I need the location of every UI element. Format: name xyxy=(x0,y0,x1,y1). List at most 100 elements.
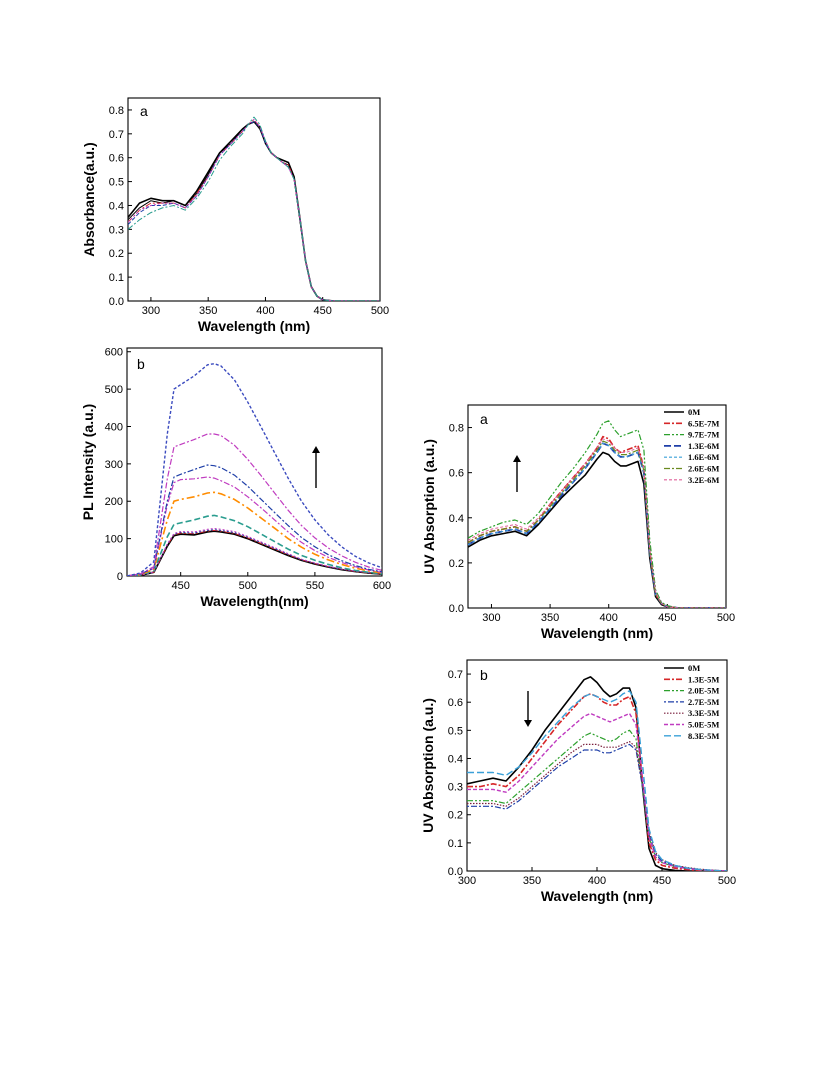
plot-frame xyxy=(127,97,381,302)
x-tick-label: 450 xyxy=(314,305,332,317)
series-line-5 xyxy=(127,514,382,576)
y-tick-label: 0.2 xyxy=(448,810,463,822)
series-line-7 xyxy=(467,690,727,871)
x-tick-label: 600 xyxy=(373,580,391,592)
series-line-4 xyxy=(467,743,727,871)
legend-label: 3.2E-6M xyxy=(688,475,719,485)
x-tick-label: 400 xyxy=(256,305,274,317)
y-tick-label: 0.2 xyxy=(109,248,124,260)
series-line-3 xyxy=(468,420,726,608)
chart-uv_b: 300 350 400 450 500 0.0 0.1 0.2 0.3 0.4 0.5 0.6 0.7 W… xyxy=(420,659,736,904)
y-tick-label: 0.6 xyxy=(448,697,463,709)
series-line-3 xyxy=(467,729,727,871)
legend: 0M6.5E-7M 9.7E-7M1.3E-6M1.6E-6M 2.6E-6M3.2… xyxy=(664,407,719,485)
y-tick-label: 600 xyxy=(105,347,123,359)
y-tick-label: 0.0 xyxy=(448,866,463,878)
series-line-6 xyxy=(128,116,380,301)
y-tick-label: 100 xyxy=(105,534,123,546)
series-line-5 xyxy=(467,740,727,871)
y-axis-title: UV Absorption (a.u.) xyxy=(420,698,436,833)
legend-label: 9.7E-7M xyxy=(688,430,719,440)
y-tick-label: 0.3 xyxy=(448,782,463,794)
chart-abs: 300 350 400 450 500 0.0 0.1 0.2 0.3 0.4 0.5 0.6 0.7 0… xyxy=(81,97,389,334)
series-line-7 xyxy=(127,476,382,576)
series-group xyxy=(467,676,727,871)
y-axis-title: PL Intensity (a.u.) xyxy=(80,404,96,520)
series-group xyxy=(127,363,382,576)
y-tick-label: 0.8 xyxy=(109,105,124,117)
x-axis-title: Wavelength(nm) xyxy=(200,593,308,609)
x-tick-label: 500 xyxy=(371,305,389,317)
legend-label: 1.3E-6M xyxy=(688,441,719,451)
series-line-10 xyxy=(127,363,382,576)
legend-label: 8.3E-5M xyxy=(688,731,719,741)
legend-label: 0M xyxy=(688,663,700,673)
y-tick-label: 0.4 xyxy=(448,753,463,765)
series-line-3 xyxy=(128,119,380,301)
x-tick-label: 450 xyxy=(172,580,190,592)
y-tick-label: 500 xyxy=(105,384,123,396)
panel-label: a xyxy=(140,103,148,119)
plot-frame xyxy=(467,404,727,609)
x-tick-label: 550 xyxy=(306,580,324,592)
chart-pl: 450 500 550 600 0 100 200 300 400 500 600 Wavelengt… xyxy=(80,347,391,609)
x-tick-label: 450 xyxy=(653,875,671,887)
x-tick-label: 300 xyxy=(482,612,500,624)
series-group xyxy=(468,420,726,608)
x-tick-label: 400 xyxy=(588,875,606,887)
series-line-2 xyxy=(467,692,727,871)
legend-label: 2.7E-5M xyxy=(688,697,719,707)
panel-label: b xyxy=(480,667,488,683)
trend-arrow-head xyxy=(524,720,532,727)
chart-uv_a: 300 350 400 450 500 0.0 0.2 0.4 0.6 0.8 Wavelength… xyxy=(421,404,735,641)
trend-arrow-head xyxy=(513,455,521,462)
series-line-5 xyxy=(128,119,380,301)
x-axis-title: Wavelength (nm) xyxy=(541,625,653,641)
y-tick-label: 0.1 xyxy=(109,272,124,284)
legend-label: 3.3E-5M xyxy=(688,708,719,718)
series-line-2 xyxy=(128,121,380,301)
x-tick-label: 400 xyxy=(600,612,618,624)
x-tick-label: 350 xyxy=(541,612,559,624)
x-tick-label: 500 xyxy=(239,580,257,592)
legend: 0M1.3E-5M 2.0E-5M2.7E-5M3.3E-5M 5.0E-5M8.3… xyxy=(664,663,719,741)
y-tick-label: 0.7 xyxy=(448,669,463,681)
series-line-4 xyxy=(127,528,382,576)
series-line-2 xyxy=(468,435,726,608)
series-line-8 xyxy=(127,464,382,576)
y-tick-label: 0.5 xyxy=(109,177,124,189)
y-tick-label: 0.0 xyxy=(109,296,124,308)
x-tick-label: 350 xyxy=(199,305,217,317)
y-tick-label: 0.7 xyxy=(109,129,124,141)
series-line-3 xyxy=(127,529,382,576)
y-tick-label: 0.0 xyxy=(449,603,464,615)
series-group xyxy=(128,116,380,301)
legend-label: 1.3E-5M xyxy=(688,674,719,684)
x-axis-title: Wavelength (nm) xyxy=(198,318,310,334)
x-tick-label: 450 xyxy=(658,612,676,624)
legend-label: 6.5E-7M xyxy=(688,418,719,428)
y-tick-label: 0 xyxy=(117,571,123,583)
legend-label: 5.0E-5M xyxy=(688,720,719,730)
y-tick-label: 0.8 xyxy=(449,423,464,435)
y-tick-label: 0.1 xyxy=(448,838,463,850)
series-line-9 xyxy=(127,433,382,576)
y-tick-label: 0.2 xyxy=(449,558,464,570)
series-line-7 xyxy=(468,438,726,608)
legend-label: 1.6E-6M xyxy=(688,452,719,462)
y-tick-label: 0.6 xyxy=(449,468,464,480)
y-tick-label: 400 xyxy=(105,421,123,433)
x-tick-label: 300 xyxy=(142,305,160,317)
panel-label: b xyxy=(137,356,145,372)
y-tick-label: 0.6 xyxy=(109,153,124,165)
y-axis-title: UV Absorption (a.u.) xyxy=(421,439,437,574)
x-axis-title: Wavelength (nm) xyxy=(541,888,653,904)
y-tick-label: 300 xyxy=(105,459,123,471)
x-tick-label: 500 xyxy=(717,612,735,624)
series-line-1 xyxy=(128,121,380,301)
x-tick-label: 500 xyxy=(718,875,736,887)
x-tick-label: 300 xyxy=(458,875,476,887)
series-line-4 xyxy=(128,121,380,301)
legend-label: 0M xyxy=(688,407,700,417)
